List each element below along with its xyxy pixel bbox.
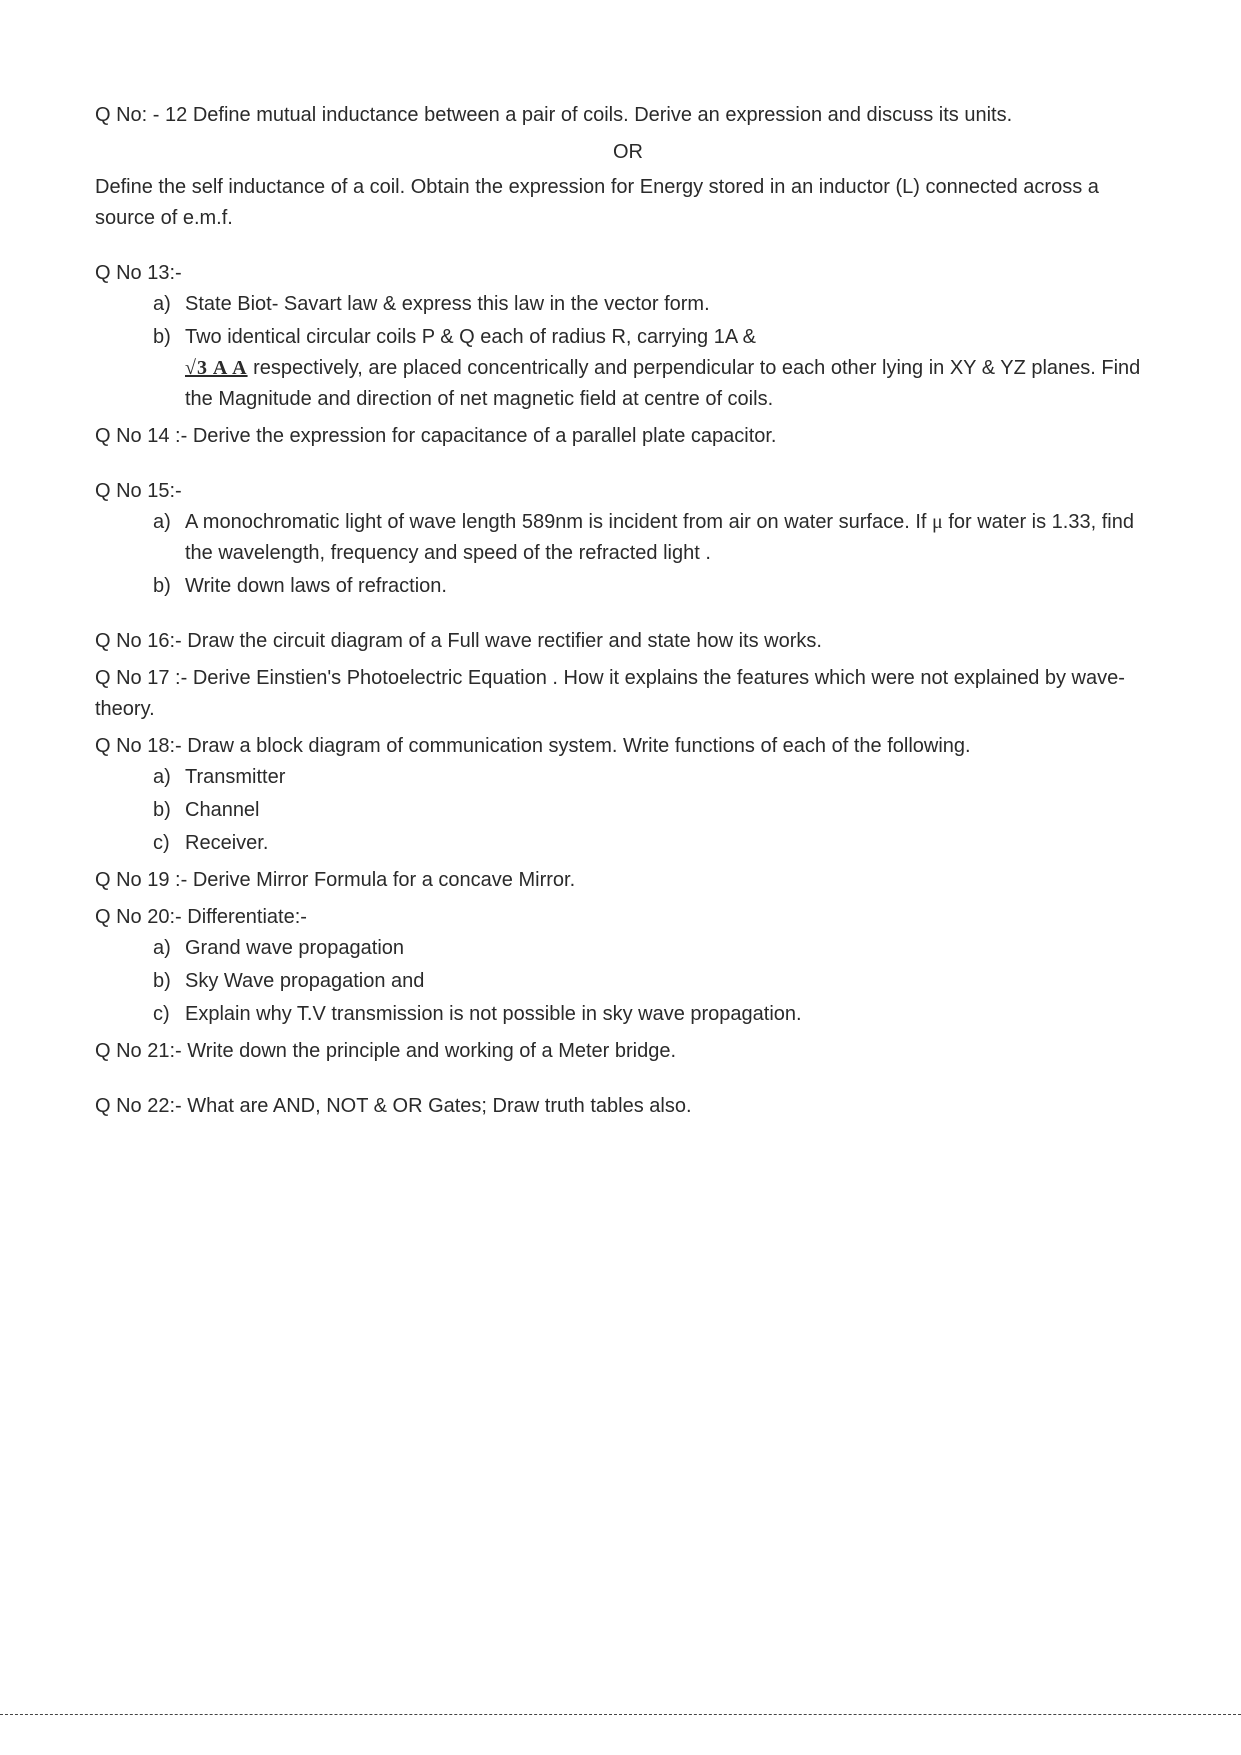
q18-b-label: b) bbox=[153, 795, 185, 826]
q15-a-text: A monochromatic light of wave length 589… bbox=[185, 507, 1161, 569]
q16-prefix: Q No 16:- bbox=[95, 630, 182, 652]
question-20: Q No 20:- Differentiate:- a) Grand wave … bbox=[95, 902, 1161, 1030]
q12-or: OR bbox=[95, 137, 1161, 168]
q15-prefix: Q No 15:- bbox=[95, 476, 1161, 507]
q20-a-text: Grand wave propagation bbox=[185, 933, 1161, 964]
q18-a-text: Transmitter bbox=[185, 762, 1161, 793]
q13-a-text: State Biot- Savart law & express this la… bbox=[185, 289, 1161, 320]
question-13: Q No 13:- a) State Biot- Savart law & ex… bbox=[95, 258, 1161, 415]
q14-prefix: Q No 14 :- bbox=[95, 425, 187, 447]
question-15: Q No 15:- a) A monochromatic light of wa… bbox=[95, 476, 1161, 602]
q19-prefix: Q No 19 :- bbox=[95, 869, 187, 891]
question-12: Q No: - 12 Define mutual inductance betw… bbox=[95, 100, 1161, 131]
q22-text: What are AND, NOT & OR Gates; Draw truth… bbox=[187, 1095, 691, 1117]
q12-text-a: Define mutual inductance between a pair … bbox=[193, 104, 1012, 126]
q13-b-text: Two identical circular coils P & Q each … bbox=[185, 322, 1161, 415]
q13-b-text-1: Two identical circular coils P & Q each … bbox=[185, 326, 756, 348]
q13-handwritten: √3 A A bbox=[185, 357, 248, 379]
q20-c-label: c) bbox=[153, 999, 185, 1030]
q12-alt: Define the self inductance of a coil. Ob… bbox=[95, 172, 1161, 234]
q15-b-text: Write down laws of refraction. bbox=[185, 571, 1161, 602]
q21-prefix: Q No 21:- bbox=[95, 1040, 182, 1062]
question-21: Q No 21:- Write down the principle and w… bbox=[95, 1036, 1161, 1067]
q17-text: Derive Einstien's Photoelectric Equation… bbox=[95, 667, 1125, 720]
q19-text: Derive Mirror Formula for a concave Mirr… bbox=[193, 869, 575, 891]
q22-prefix: Q No 22:- bbox=[95, 1095, 182, 1117]
q20-prefix: Q No 20:- bbox=[95, 906, 182, 928]
q16-text: Draw the circuit diagram of a Full wave … bbox=[187, 630, 822, 652]
q15-b-label: b) bbox=[153, 571, 185, 602]
question-17: Q No 17 :- Derive Einstien's Photoelectr… bbox=[95, 663, 1161, 725]
q13-b-text-2: respectively, are placed concentrically … bbox=[185, 357, 1140, 410]
question-19: Q No 19 :- Derive Mirror Formula for a c… bbox=[95, 865, 1161, 896]
q20-text: Differentiate:- bbox=[187, 906, 307, 928]
q18-prefix: Q No 18:- bbox=[95, 735, 182, 757]
q15-mu: μ bbox=[932, 511, 943, 533]
page-bottom-rule bbox=[0, 1714, 1241, 1715]
exam-page: Q No: - 12 Define mutual inductance betw… bbox=[0, 0, 1241, 1188]
question-18: Q No 18:- Draw a block diagram of commun… bbox=[95, 731, 1161, 859]
question-16: Q No 16:- Draw the circuit diagram of a … bbox=[95, 626, 1161, 657]
q18-c-text: Receiver. bbox=[185, 828, 1161, 859]
q20-a-label: a) bbox=[153, 933, 185, 964]
q20-b-text: Sky Wave propagation and bbox=[185, 966, 1161, 997]
q21-text: Write down the principle and working of … bbox=[187, 1040, 676, 1062]
question-22: Q No 22:- What are AND, NOT & OR Gates; … bbox=[95, 1091, 1161, 1122]
q15-a-text-1: A monochromatic light of wave length 589… bbox=[185, 511, 932, 533]
q15-a-label: a) bbox=[153, 507, 185, 569]
q20-c-text: Explain why T.V transmission is not poss… bbox=[185, 999, 1161, 1030]
question-14: Q No 14 :- Derive the expression for cap… bbox=[95, 421, 1161, 452]
q20-b-label: b) bbox=[153, 966, 185, 997]
q18-b-text: Channel bbox=[185, 795, 1161, 826]
q13-prefix: Q No 13:- bbox=[95, 258, 1161, 289]
q14-text: Derive the expression for capacitance of… bbox=[193, 425, 777, 447]
q17-prefix: Q No 17 :- bbox=[95, 667, 187, 689]
q18-c-label: c) bbox=[153, 828, 185, 859]
q13-b-label: b) bbox=[153, 322, 185, 415]
q12-prefix: Q No: - 12 bbox=[95, 104, 187, 126]
q13-a-label: a) bbox=[153, 289, 185, 320]
q18-text: Draw a block diagram of communication sy… bbox=[187, 735, 970, 757]
q18-a-label: a) bbox=[153, 762, 185, 793]
